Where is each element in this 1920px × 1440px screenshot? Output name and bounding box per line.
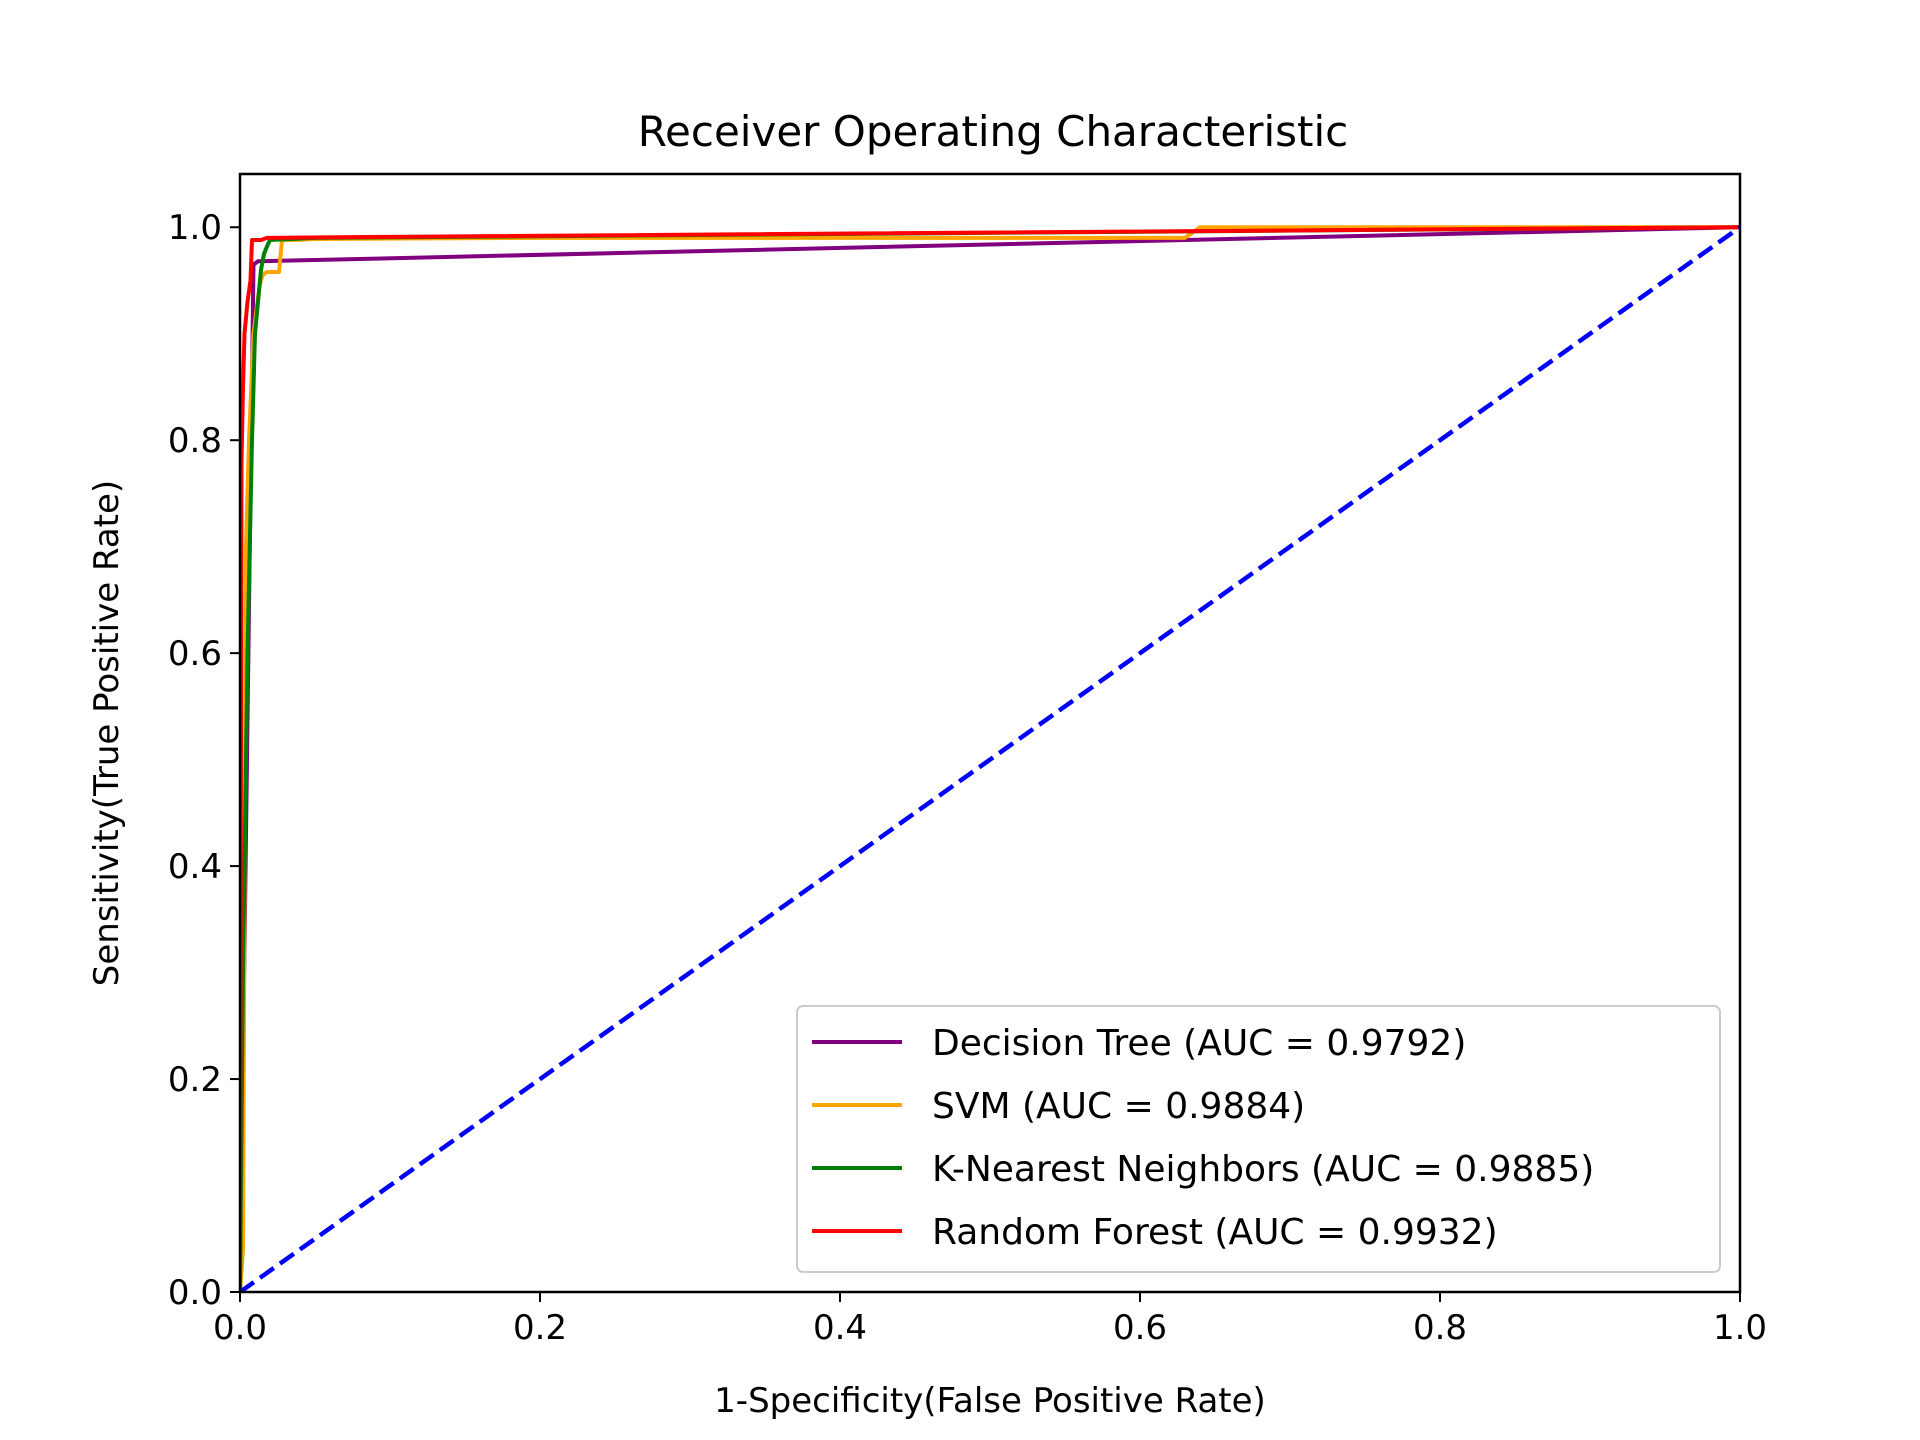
x-tick-label: 1.0 [1713,1308,1767,1348]
plot-area [240,225,1740,1292]
legend-label: Decision Tree (AUC = 0.9792) [932,1023,1466,1064]
chart-title: Receiver Operating Characteristic [638,107,1349,156]
plot-frame [238,172,1742,1294]
x-tick-label: 0.8 [1413,1308,1467,1348]
y-tick-label: 0.6 [168,634,222,674]
x-tick-label: 0.0 [213,1308,267,1348]
series-line-reference-diagonal [240,225,1740,1292]
series-line-3 [240,225,1740,1292]
legend: Decision Tree (AUC = 0.9792) SVM (AUC = 0… [796,1005,1721,1273]
x-tick-label: 0.6 [1113,1308,1167,1348]
legend-label: Random Forest (AUC = 0.9932) [932,1212,1498,1253]
legend-box [796,1005,1721,1273]
y-axis-label: Sensitivity(True Positive Rate) [87,480,127,986]
x-axis: 0.0 0.2 0.4 0.6 0.8 1.0 [213,1292,1767,1348]
y-tick-label: 0.2 [168,1060,222,1100]
x-tick-label: 0.4 [813,1308,867,1348]
y-tick-label: 0.4 [168,847,222,887]
legend-label: K-Nearest Neighbors (AUC = 0.9885) [932,1149,1594,1190]
legend-label: SVM (AUC = 0.9884) [932,1086,1305,1127]
y-tick-label: 0.8 [168,421,222,461]
y-axis: 0.0 0.2 0.4 0.6 0.8 1.0 [168,208,240,1313]
y-tick-label: 0.0 [168,1273,222,1313]
series-line-1 [240,225,1740,1292]
x-tick-label: 0.2 [513,1308,567,1348]
x-axis-label: 1-Specificity(False Positive Rate) [714,1381,1266,1421]
y-tick-label: 1.0 [168,208,222,248]
